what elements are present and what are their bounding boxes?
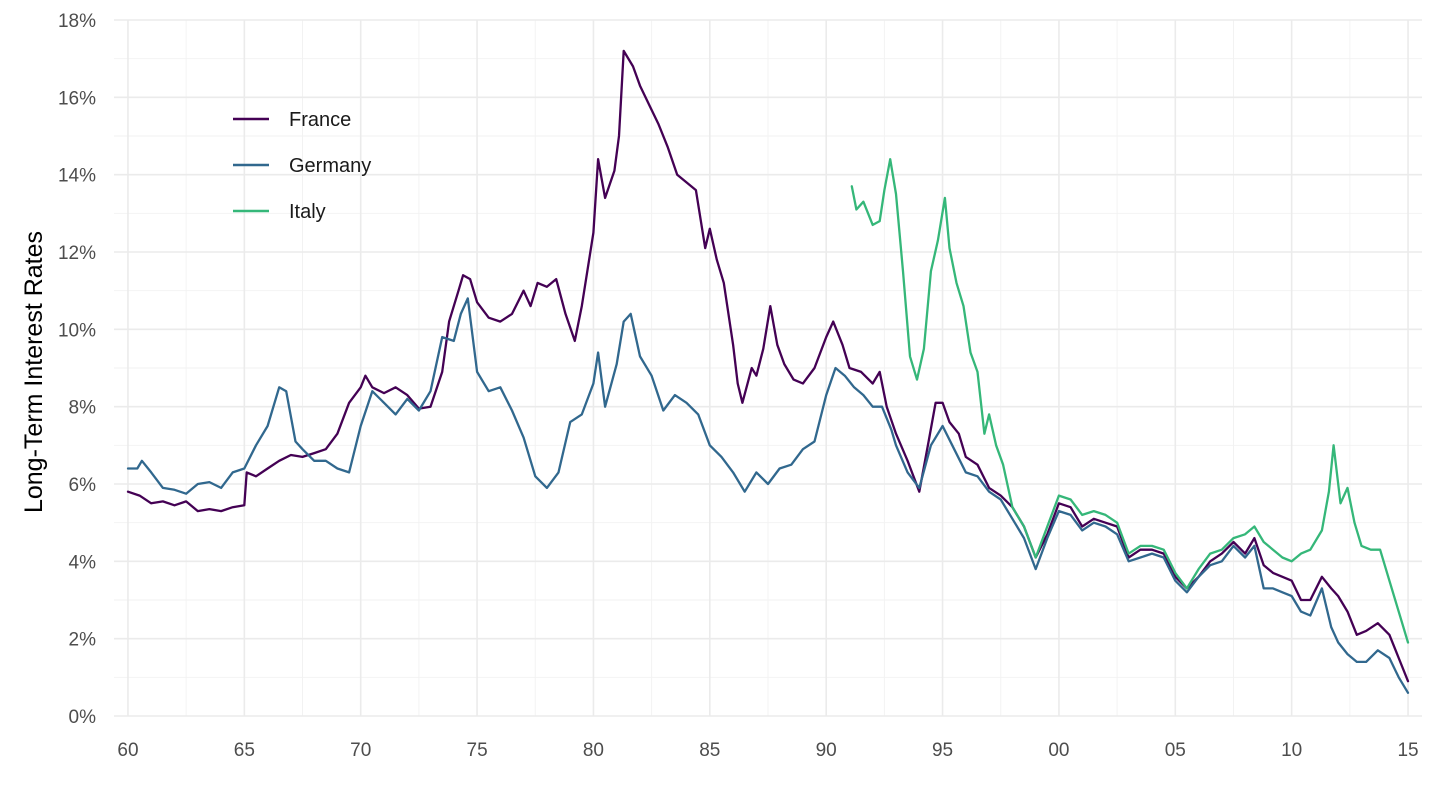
series-line-germany bbox=[126, 297, 1410, 694]
y-axis-title: Long-Term Interest Rates bbox=[20, 231, 48, 513]
y-tick-label: 0% bbox=[69, 707, 97, 728]
x-tick-label: 80 bbox=[583, 740, 604, 761]
y-axis-tick-labels: 0% 2% 4% 6% 8% 10% 12% 14% 16% 18% bbox=[58, 11, 96, 728]
series-lines bbox=[126, 49, 1410, 694]
y-tick-label: 6% bbox=[69, 475, 97, 496]
y-tick-label: 12% bbox=[58, 243, 96, 264]
series-line-italy bbox=[850, 158, 1410, 644]
x-tick-label: 75 bbox=[467, 740, 488, 761]
x-tick-label: 60 bbox=[117, 740, 138, 761]
x-tick-label: 85 bbox=[699, 740, 720, 761]
legend: France Germany Italy bbox=[233, 109, 371, 223]
legend-label-italy: Italy bbox=[289, 201, 326, 223]
legend-label-france: France bbox=[289, 109, 351, 131]
x-tick-label: 10 bbox=[1281, 740, 1302, 761]
x-tick-label: 90 bbox=[816, 740, 837, 761]
y-tick-label: 18% bbox=[58, 11, 96, 32]
y-tick-label: 16% bbox=[58, 88, 96, 109]
x-tick-label: 70 bbox=[350, 740, 371, 761]
x-tick-label: 05 bbox=[1165, 740, 1186, 761]
x-tick-label: 00 bbox=[1048, 740, 1069, 761]
x-tick-label: 15 bbox=[1397, 740, 1418, 761]
y-tick-label: 4% bbox=[69, 552, 97, 573]
x-tick-label: 95 bbox=[932, 740, 953, 761]
legend-label-germany: Germany bbox=[289, 155, 371, 177]
y-tick-label: 10% bbox=[58, 320, 96, 341]
y-tick-label: 14% bbox=[58, 166, 96, 187]
y-tick-label: 2% bbox=[69, 630, 97, 651]
x-axis-tick-labels: 60 65 70 75 80 85 90 95 00 05 10 15 bbox=[117, 740, 1418, 761]
y-tick-label: 8% bbox=[69, 398, 97, 419]
x-tick-label: 65 bbox=[234, 740, 255, 761]
